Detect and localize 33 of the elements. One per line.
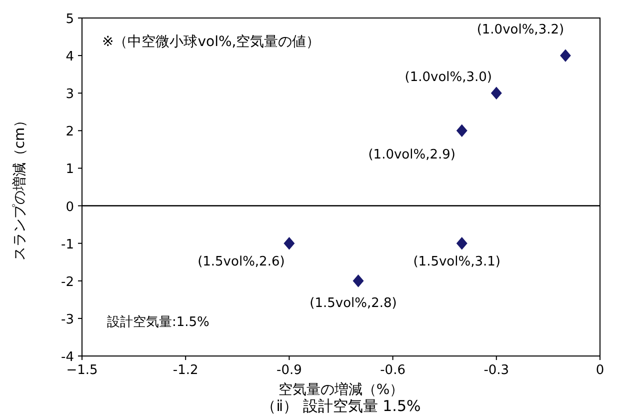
annotation: (1.0vol%,3.0) [404,70,492,86]
annotation: (1.5vol%,2.6) [198,254,285,270]
x-tick-label: −1.5 [66,363,98,378]
annotation: (1.0vol%,2.9) [368,148,456,163]
y-tick-label: 2 [66,124,74,140]
point [282,236,296,251]
point [490,86,503,101]
x-axis-title: 空気量の増減（%） [278,381,404,398]
x-tick-label: -0.6 [380,363,406,378]
point [455,123,468,138]
point [559,48,572,63]
point [352,273,365,288]
annotation: (1.0vol%,3.2) [476,22,564,38]
x-tick-label: -0.9 [276,363,302,378]
y-tick-label: 4 [66,50,74,65]
x-tick-label: 0 [596,363,604,378]
annotation: (1.5vol%,2.8) [310,296,397,311]
annotation: (1.5vol%,3.1) [413,254,500,270]
y-tick-label: -1 [61,237,74,252]
annotation: 設計空気量:1.5% [107,315,210,330]
y-tick-label: 5 [66,12,74,27]
y-tick-label: 0 [66,200,74,215]
x-tick-label: -0.3 [484,363,510,378]
text: （ⅱ） 設計空気量 1.5% [261,397,421,415]
y-tick-label: -2 [61,274,74,290]
y-tick-label: 3 [66,87,74,102]
x-tick-label: -1.2 [172,363,198,378]
y-tick-label: -3 [61,312,74,328]
y-tick-label: -4 [61,350,74,365]
annotation: ※（中空微小球vol%,空気量の値） [102,34,320,50]
point [455,236,468,251]
y-tick-label: 1 [66,162,74,178]
y-axis-title: スランプの増減（cm） [11,113,28,261]
